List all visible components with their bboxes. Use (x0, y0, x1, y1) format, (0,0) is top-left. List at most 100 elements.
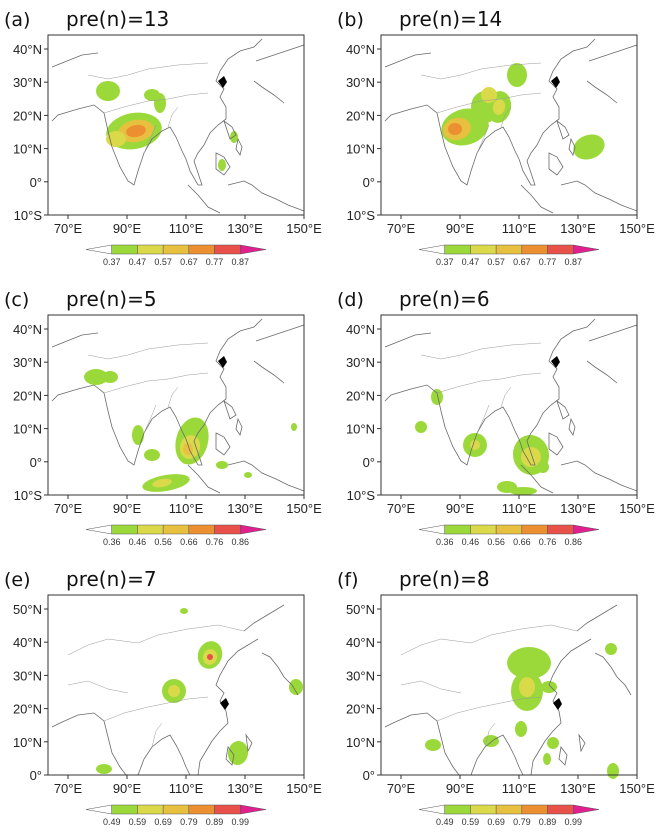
lat-label: 20°N (346, 388, 375, 403)
colorbar-segment (547, 524, 574, 535)
map-frame (47, 314, 305, 496)
coastline (187, 184, 221, 214)
lon-label: 90°E (446, 221, 475, 236)
map-background (381, 315, 637, 495)
country-border (484, 722, 496, 748)
map-background (48, 35, 304, 215)
country-border (143, 404, 157, 434)
colorbar-tick-label: 0.77 (206, 257, 224, 267)
lat-label: 10°N (13, 142, 42, 157)
significance-region (543, 753, 551, 765)
coastline (255, 324, 305, 342)
coastline (215, 152, 231, 176)
significance-region (492, 99, 506, 115)
colorbar-tick-label: 0.89 (206, 817, 224, 827)
country-border (143, 124, 157, 154)
country-border (103, 372, 209, 394)
significance-region (425, 739, 441, 751)
coastline (588, 44, 638, 62)
colorbar-tick-label: 0.57 (154, 257, 172, 267)
colorbar-tick-label: 0.67 (513, 257, 531, 267)
coastline (384, 52, 432, 68)
colorbar-tick-label: 0.36 (103, 537, 121, 547)
map-frame (380, 314, 638, 496)
lat-label: 20°N (13, 108, 42, 123)
lon-label: 150°E (619, 781, 655, 796)
lon-label: 70°E (387, 781, 416, 796)
map-area (380, 314, 638, 496)
country-border (476, 124, 490, 154)
lat-label: 30°N (13, 355, 42, 370)
significance-region (180, 608, 188, 614)
significance-region (291, 423, 297, 431)
coastline (51, 332, 99, 348)
lat-label: 40°N (346, 635, 375, 650)
marker-region (551, 76, 560, 88)
coastline (384, 318, 596, 466)
lat-label: 10°S (347, 208, 376, 223)
lat-label: 30°N (13, 668, 42, 683)
colorbar-segment (521, 524, 548, 535)
map-frame (380, 594, 638, 776)
panel-c: (c) pre(n)=5 40°N 30°N 20°N 10°N 0° 10°S 70°E 90°… (4, 287, 322, 547)
colorbar-segment (547, 804, 574, 815)
lat-label: 0° (363, 175, 375, 190)
colorbar-tick-label: 0.87 (232, 257, 250, 267)
map-frame (380, 34, 638, 216)
lon-label: 150°E (286, 501, 322, 516)
country-border (420, 62, 542, 80)
colorbar-tick-label: 0.59 (129, 817, 147, 827)
coastline (227, 180, 305, 212)
colorbar-segment (418, 524, 445, 535)
coastline (594, 652, 632, 696)
country-border (436, 372, 542, 394)
colorbar-segment (418, 804, 445, 815)
lat-label: 40°N (13, 635, 42, 650)
lon-label: 70°E (54, 501, 83, 516)
country-border (87, 342, 209, 360)
coastline (235, 417, 243, 436)
lon-label: 110°E (502, 501, 537, 516)
lon-label: 110°E (169, 221, 204, 236)
colorbar: 0.37 0.47 0.57 0.67 0.77 0.87 (418, 244, 600, 267)
country-border (400, 624, 578, 656)
significance-region (415, 421, 427, 433)
colorbar-tick-label: 0.76 (539, 537, 557, 547)
panel-title: pre(n)=13 (66, 7, 169, 31)
lat-label: 10°N (13, 735, 42, 750)
lon-label: 110°E (169, 501, 204, 516)
lat-label: 0° (363, 455, 375, 470)
colorbar-segment (162, 244, 190, 255)
coastline (253, 80, 285, 104)
colorbar-tick-label: 0.49 (436, 817, 454, 827)
colorbar-tick-label: 0.79 (180, 817, 198, 827)
lat-label: 0° (30, 455, 42, 470)
significance-region (102, 371, 118, 383)
colorbar-segment (188, 524, 215, 535)
lon-label: 70°E (54, 221, 83, 236)
panel-title: pre(n)=14 (399, 7, 502, 31)
colorbar-segment (521, 244, 548, 255)
coastline (197, 638, 259, 776)
lon-label: 150°E (619, 221, 655, 236)
lat-label: 50°N (13, 602, 42, 617)
colorbar-tick-label: 0.86 (565, 537, 583, 547)
colorbar-segment (240, 524, 267, 535)
map-background (381, 595, 637, 775)
lat-label: 40°N (346, 42, 375, 57)
colorbar-tick-label: 0.76 (206, 537, 224, 547)
colorbar: 0.49 0.59 0.69 0.79 0.89 0.99 (418, 804, 600, 827)
lon-label: 110°E (169, 781, 204, 796)
coastline (530, 638, 592, 776)
significance-region (152, 478, 172, 488)
colorbar: 0.37 0.47 0.57 0.67 0.77 0.87 (85, 244, 267, 267)
colorbar-segment (495, 524, 523, 535)
coastline (261, 652, 299, 696)
colorbar: 0.36 0.46 0.56 0.66 0.76 0.86 (418, 524, 600, 547)
panel-e: (e) pre(n)=7 50°N 40°N 30°N 20°N 10°N 0° 70°E 90°… (4, 567, 322, 827)
map-area (47, 594, 305, 776)
colorbar-segment (573, 804, 600, 815)
panel-letter: (b) (337, 9, 364, 31)
panel-title: pre(n)=5 (66, 287, 157, 311)
lat-label: 30°N (346, 668, 375, 683)
